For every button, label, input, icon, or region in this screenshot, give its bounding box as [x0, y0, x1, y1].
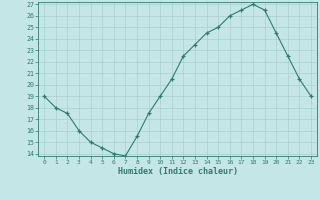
X-axis label: Humidex (Indice chaleur): Humidex (Indice chaleur) [118, 167, 238, 176]
